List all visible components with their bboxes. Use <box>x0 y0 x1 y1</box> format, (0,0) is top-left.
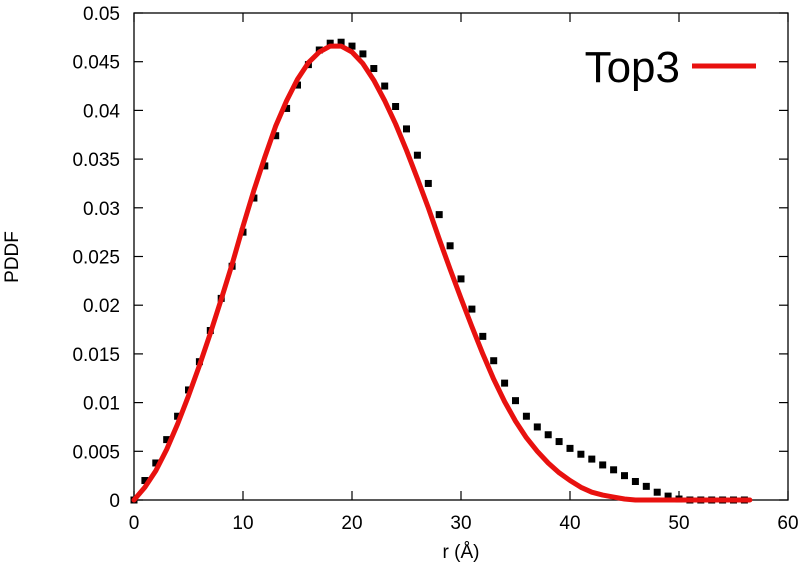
data-point <box>272 132 280 140</box>
x-tick-label: 40 <box>559 513 580 534</box>
x-tick-label: 60 <box>777 513 798 534</box>
data-point <box>555 438 563 446</box>
data-point <box>544 431 552 439</box>
data-point <box>468 305 476 313</box>
data-point <box>610 466 618 474</box>
x-axis-ticks: 0 10 20 30 40 50 60 <box>129 13 799 534</box>
data-point <box>174 412 182 420</box>
data-point <box>141 477 149 485</box>
data-points <box>130 38 748 504</box>
data-point <box>490 357 498 365</box>
y-tick-label: 0.015 <box>72 345 120 366</box>
data-point <box>566 444 574 452</box>
x-tick-label: 30 <box>450 513 471 534</box>
y-tick-label: 0.02 <box>83 296 120 317</box>
y-tick-label: 0.01 <box>83 394 120 415</box>
data-point <box>381 82 389 90</box>
x-axis-label: r (Å) <box>443 542 480 563</box>
data-point <box>457 275 465 283</box>
y-tick-label: 0.025 <box>72 248 120 269</box>
data-point <box>261 162 269 170</box>
data-point <box>348 42 356 50</box>
x-tick-label: 10 <box>232 513 253 534</box>
data-point <box>599 461 607 469</box>
data-point <box>621 472 628 480</box>
data-point <box>653 488 661 496</box>
data-point <box>588 455 596 463</box>
y-tick-label: 0.03 <box>83 199 120 220</box>
data-point <box>152 459 160 467</box>
data-point <box>533 423 541 431</box>
data-point <box>294 81 301 89</box>
data-point <box>283 104 291 112</box>
data-point <box>337 38 345 46</box>
data-point <box>512 397 519 405</box>
y-tick-label: 0.04 <box>83 101 120 122</box>
data-point <box>326 39 334 47</box>
data-point <box>479 332 487 340</box>
data-point <box>501 379 509 387</box>
data-point <box>522 412 530 420</box>
data-point <box>163 436 171 444</box>
x-tick-label: 50 <box>668 513 689 534</box>
legend-label-top3: Top3 <box>585 43 680 92</box>
data-point <box>631 477 639 485</box>
x-tick-label: 0 <box>129 513 140 534</box>
data-point <box>403 125 410 133</box>
data-point <box>664 492 672 500</box>
y-tick-label: 0.035 <box>72 150 120 171</box>
y-tick-label: 0.045 <box>72 53 120 74</box>
y-tick-label: 0.05 <box>83 4 120 25</box>
y-tick-label: 0.005 <box>72 442 120 463</box>
data-point <box>370 65 378 73</box>
y-axis-label: PDDF <box>2 231 23 283</box>
data-point <box>413 151 421 159</box>
series-line-top3 <box>131 43 753 503</box>
data-point <box>446 242 454 250</box>
y-axis-ticks: 0 0.005 0.01 0.015 0.02 0.025 0.03 0.035 0.04 0.0… <box>72 4 788 512</box>
legend: Top3 <box>585 43 756 92</box>
data-point <box>435 211 443 219</box>
data-point <box>359 50 367 58</box>
data-point <box>424 179 432 187</box>
y-tick-label: 0 <box>109 491 120 512</box>
x-tick-label: 20 <box>341 513 362 534</box>
data-point <box>577 450 585 458</box>
data-point <box>392 103 400 111</box>
data-point <box>642 482 650 490</box>
